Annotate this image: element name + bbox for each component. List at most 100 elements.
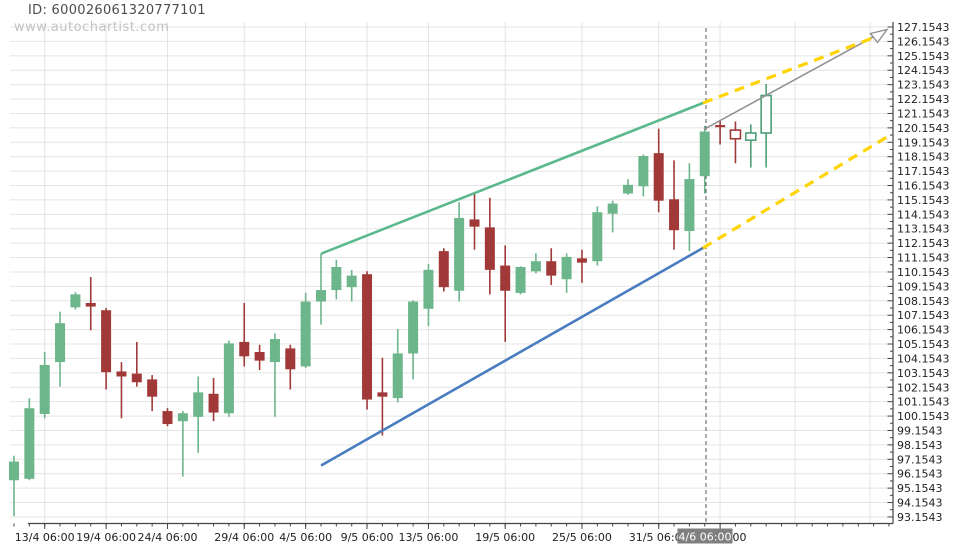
candle — [346, 269, 357, 302]
price-tick-label: 106.1543 — [897, 324, 950, 337]
candle — [592, 206, 603, 266]
price-tick-label: 125.1543 — [897, 50, 950, 63]
forecast-median-line — [703, 30, 885, 131]
price-tick-label: 108.1543 — [897, 295, 950, 308]
price-tick-label: 93.1543 — [897, 511, 943, 524]
price-tick-label: 102.1543 — [897, 381, 950, 394]
candle — [116, 362, 127, 419]
price-tick-label: 101.1543 — [897, 396, 950, 409]
candle — [392, 328, 403, 403]
candle — [269, 333, 280, 417]
price-tick-label: 103.1543 — [897, 367, 950, 380]
candle — [316, 254, 326, 325]
price-tick-label: 109.1543 — [897, 280, 950, 293]
candle — [193, 376, 204, 453]
candle — [454, 202, 465, 302]
time-tick-label: 19/4 06:00 — [76, 531, 136, 544]
candles — [9, 83, 772, 517]
price-tick-label: 118.1543 — [897, 151, 950, 164]
price-tick-label: 110.1543 — [897, 266, 950, 279]
time-tick-label: 9/5 06:00 — [341, 531, 394, 544]
price-tick-label: 123.1543 — [897, 79, 950, 92]
candle — [469, 193, 480, 250]
price-tick-label: 116.1543 — [897, 180, 950, 193]
time-tick-label: 31/5 06:00 — [629, 531, 689, 544]
price-tick-label: 121.1543 — [897, 107, 950, 120]
forecast-upper-dashed — [702, 34, 879, 105]
candle — [561, 253, 572, 293]
time-tick-label: 13/5 06:00 — [398, 531, 458, 544]
candle — [408, 300, 419, 380]
candle — [208, 377, 219, 422]
candle — [362, 271, 373, 410]
price-tick-label: 113.1543 — [897, 223, 950, 236]
candle — [177, 411, 188, 477]
candle — [55, 311, 66, 387]
price-tick-label: 111.1543 — [897, 252, 950, 265]
candle — [653, 128, 664, 213]
candle — [331, 259, 342, 300]
candle — [285, 344, 296, 390]
price-tick-label: 97.1543 — [897, 453, 943, 466]
candle — [239, 303, 250, 367]
candle — [638, 154, 649, 197]
candle — [530, 253, 541, 274]
price-tick-label: 95.1543 — [897, 482, 943, 495]
time-tick-label: 24/4 06:00 — [138, 531, 198, 544]
candle — [546, 248, 557, 286]
price-tick-label: 117.1543 — [897, 165, 950, 178]
price-tick-label: 126.1543 — [897, 35, 950, 48]
candle — [699, 125, 710, 194]
price-tick-label: 120.1543 — [897, 122, 950, 135]
marker-date-badge-text: 4/6 06:00 — [679, 531, 732, 544]
candle — [377, 357, 388, 436]
time-tick-label: 29/4 06:00 — [214, 531, 274, 544]
price-tick-label: 114.1543 — [897, 208, 950, 221]
price-tick-label: 107.1543 — [897, 309, 950, 322]
candle — [39, 352, 50, 419]
price-tick-label: 105.1543 — [897, 338, 950, 351]
pattern-id-label: ID: 600026061320777101 — [28, 3, 206, 18]
candle — [684, 163, 695, 252]
time-tick-label: 13/4 06:00 — [15, 531, 75, 544]
gridlines — [10, 22, 893, 524]
candle — [729, 121, 742, 164]
price-tick-label: 98.1543 — [897, 439, 943, 452]
forecast-lower-dashed — [702, 135, 888, 250]
price-tick-label: 124.1543 — [897, 64, 950, 77]
candle — [423, 264, 434, 327]
marker-date-badge — [677, 528, 733, 544]
candle — [254, 344, 265, 371]
candle — [85, 277, 96, 331]
price-tick-label: 119.1543 — [897, 136, 950, 149]
candle — [300, 292, 311, 368]
autochartist-watermark: www.autochartist.com — [14, 20, 170, 35]
time-axis: 13/4 06:00 19/4 06:00 24/4 06:00 29/4 06:00… — [13, 523, 890, 544]
candle — [70, 292, 81, 310]
price-tick-label: 104.1543 — [897, 352, 950, 365]
candle — [515, 266, 526, 295]
candle — [223, 340, 234, 417]
candle — [147, 375, 158, 412]
price-tick-label: 94.1543 — [897, 497, 943, 510]
price-tick-label: 122.1543 — [897, 93, 950, 106]
candle — [715, 120, 726, 145]
price-tick-label: 100.1543 — [897, 410, 950, 423]
candle — [576, 249, 587, 283]
pattern-upper-trendline — [320, 101, 705, 255]
candle — [24, 398, 35, 481]
candle — [607, 200, 618, 233]
price-tick-label: 127.1543 — [897, 21, 950, 34]
price-tick-label: 99.1543 — [897, 424, 943, 437]
candle — [438, 248, 449, 292]
candle — [9, 455, 19, 517]
candle — [744, 124, 757, 168]
price-tick-label: 115.1543 — [897, 194, 950, 207]
candle — [101, 308, 112, 390]
pattern-lower-trendline — [320, 246, 705, 467]
axes — [28, 22, 894, 525]
time-tick-label: 4/5 06:00 — [279, 531, 332, 544]
